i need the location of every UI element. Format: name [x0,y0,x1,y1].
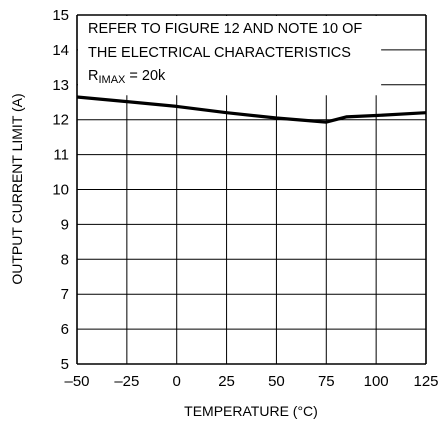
y-tick-label: 5 [61,356,69,373]
series-line [76,95,427,124]
y-tick-label: 6 [61,321,69,338]
y-tick-label: 8 [61,251,69,268]
y-tick-label: 10 [52,182,69,199]
annotation-line-2: THE ELECTRICAL CHARACTERISTICS [88,45,351,61]
x-tick-label: 0 [173,373,181,390]
x-tick-label: –50 [64,373,89,390]
y-tick-label: 14 [52,42,69,59]
y-tick-label: 11 [53,147,69,164]
x-tick-label: –25 [114,373,139,390]
annotation-line-1: REFER TO FIGURE 12 AND NOTE 10 OF [88,21,362,37]
annotation-line-3: RIMAX = 20k [88,68,166,86]
x-tick-label: 25 [218,373,235,390]
x-tick-label: 75 [318,373,335,390]
y-axis-title: OUTPUT CURRENT LIMIT (A) [9,93,25,284]
y-tick-label: 9 [61,216,69,233]
x-tick-label: 100 [364,373,389,390]
y-tick-label: 12 [52,112,69,129]
annotation-r-subscript: IMAX [98,74,126,86]
x-tick-label: 50 [268,373,285,390]
annotation-r-symbol: R [88,68,98,84]
y-tick-label: 7 [61,286,69,303]
x-tick-label: 125 [413,373,438,390]
annotation-r-value: = 20k [125,68,166,84]
annotation-background [78,16,382,96]
y-tick-label: 13 [52,77,69,94]
x-axis-title: TEMPERATURE (°C) [184,403,318,419]
x-tick-labels: –50 –25 0 25 50 75 100 125 [64,373,438,390]
series-layer [76,95,427,124]
y-tick-labels: 5 6 7 8 9 10 11 12 13 14 15 [52,7,69,373]
y-tick-label: 15 [52,7,69,24]
annotation: REFER TO FIGURE 12 AND NOTE 10 OF THE EL… [88,21,362,86]
